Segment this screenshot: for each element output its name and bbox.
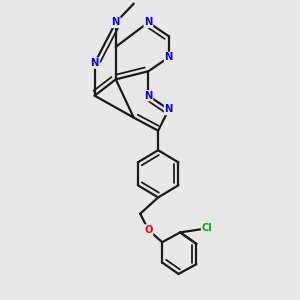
Text: N: N bbox=[164, 52, 173, 62]
Text: N: N bbox=[144, 91, 153, 101]
Text: O: O bbox=[144, 225, 153, 235]
Text: N: N bbox=[91, 58, 99, 68]
Text: N: N bbox=[112, 17, 120, 27]
Text: N: N bbox=[144, 17, 153, 27]
Text: N: N bbox=[164, 104, 173, 115]
Text: Cl: Cl bbox=[202, 224, 212, 233]
